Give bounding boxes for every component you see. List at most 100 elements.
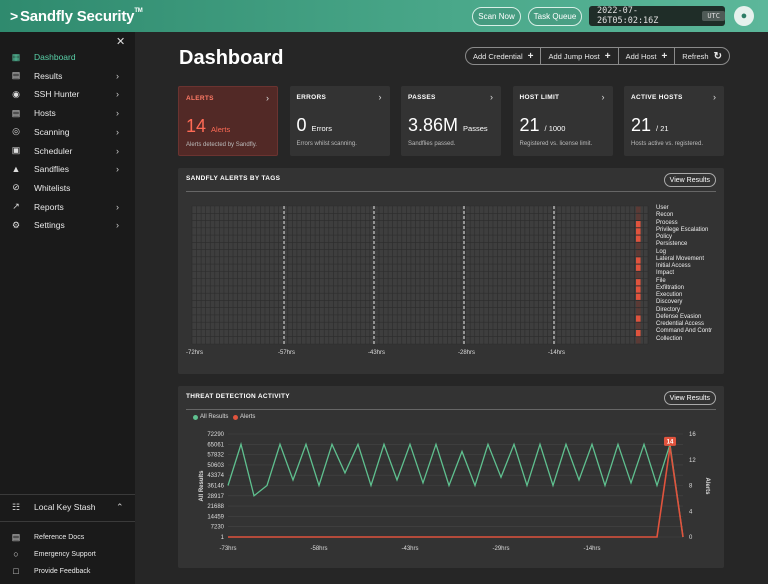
results-icon: ▤ xyxy=(11,70,21,81)
sidebar-divider xyxy=(0,521,135,522)
sidebar-item-scheduler[interactable]: ▣ Scheduler › xyxy=(0,142,135,160)
sidebar-item-whitelists[interactable]: ⊘ Whitelists xyxy=(0,179,135,197)
heatmap-cell[interactable] xyxy=(636,308,641,315)
tag-label: Policy xyxy=(656,234,673,240)
y-left-tick: 72290 xyxy=(207,432,224,438)
stat-card-passes[interactable]: PASSES › 3.86M Passes Sandflies passed. xyxy=(401,86,501,156)
x-axis-label: -29hrs xyxy=(492,546,509,552)
sidebar-item-label: Sandflies xyxy=(34,164,69,175)
sidebar-item-hosts[interactable]: ▤ Hosts › xyxy=(0,104,135,122)
timezone-badge: UTC xyxy=(702,11,725,21)
y-right-tick: 0 xyxy=(689,535,693,541)
user-avatar[interactable]: ● xyxy=(734,6,754,26)
sidebar-divider xyxy=(0,494,135,495)
add-credential-button[interactable]: Add Credential + xyxy=(466,48,542,64)
sidebar-item-sandflies[interactable]: ▲ Sandflies › xyxy=(0,160,135,178)
view-results-button[interactable]: View Results xyxy=(663,391,716,405)
stat-card-alerts[interactable]: ALERTS › 14 Alerts Alerts detected by Sandf… xyxy=(178,86,278,156)
sidebar-item-dashboard[interactable]: ▦ Dashboard xyxy=(0,48,135,66)
sidebar-item-reports[interactable]: ↗ Reports › xyxy=(0,198,135,216)
add-host-button[interactable]: Add Host + xyxy=(619,48,676,64)
all-results-series-line[interactable] xyxy=(227,441,684,538)
heatmap-cell[interactable] xyxy=(636,279,641,286)
y-left-tick: 1 xyxy=(221,535,225,541)
tags-heatmap xyxy=(191,205,649,345)
y-left-tick: 21688 xyxy=(207,504,224,510)
y-right-tick: 4 xyxy=(689,509,693,515)
heatmap-cell[interactable] xyxy=(636,242,641,250)
sidebar-item-label: Local Key Stash xyxy=(34,502,96,512)
heatmap-cell[interactable] xyxy=(636,228,641,235)
sidebar-item-scanning[interactable]: ◎ Scanning › xyxy=(0,123,135,141)
sidebar-item-key-stash[interactable]: ☷ Local Key Stash ⌃ xyxy=(0,498,135,516)
heatmap-cell[interactable] xyxy=(636,337,641,344)
view-results-button[interactable]: View Results xyxy=(663,173,716,187)
heatmap-cell[interactable] xyxy=(636,264,641,271)
scheduler-icon: ▣ xyxy=(11,145,21,155)
sidebar-footer-reference-docs[interactable]: ▤ Reference Docs xyxy=(0,528,135,546)
sidebar-item-settings[interactable]: ⚙ Settings › xyxy=(0,216,135,234)
ssh-hunter-icon: ◉ xyxy=(12,88,20,99)
chevron-right-icon: › xyxy=(116,70,119,81)
tag-label: Collection xyxy=(656,335,683,342)
heatmap-cell[interactable] xyxy=(636,206,641,213)
tag-label: Log xyxy=(656,248,667,255)
tag-label: Exfiltration xyxy=(656,284,685,291)
y-left-tick: 43374 xyxy=(207,473,224,479)
sidebar-item-ssh-hunter[interactable]: ◉ SSH Hunter › xyxy=(0,85,135,103)
heatmap-cell[interactable] xyxy=(636,213,641,221)
chevron-right-icon: › xyxy=(116,108,119,119)
tag-label: Command And Contr xyxy=(656,328,713,335)
heatmap-cell[interactable] xyxy=(636,250,641,257)
scan-now-button[interactable]: Scan Now xyxy=(472,7,521,26)
alerts-series-line[interactable] xyxy=(228,446,684,538)
app-logo[interactable]: > Sandfly SecurityTM xyxy=(10,8,143,25)
heatmap-cell[interactable] xyxy=(636,235,641,242)
heatmap-cell[interactable] xyxy=(636,300,641,308)
refresh-button[interactable]: Refresh ↻ xyxy=(675,48,729,64)
y-left-tick: 36146 xyxy=(207,484,224,490)
tag-label: Defense Evasion xyxy=(656,313,702,320)
heatmap-cell[interactable] xyxy=(636,286,641,293)
sidebar-item-results[interactable]: ▤ Results › xyxy=(0,67,135,85)
heatmap-cell[interactable] xyxy=(636,221,641,228)
reports-icon: ↗ xyxy=(12,201,20,212)
legend-dot xyxy=(233,414,238,420)
logo-chevron-icon: > xyxy=(10,8,18,24)
top-bar: > Sandfly SecurityTM Scan Now Task Queue … xyxy=(0,0,768,32)
task-queue-button[interactable]: Task Queue xyxy=(528,7,582,26)
stat-card-errors[interactable]: ERRORS › 0 Errors Errors whilst scanning. xyxy=(289,86,390,156)
stat-card-active-hosts[interactable]: ACTIVE HOSTS › 21 / 21 Hosts active vs. reg… xyxy=(624,86,724,156)
card-unit: / 21 xyxy=(656,124,669,133)
x-axis-label: -72hrs xyxy=(186,350,204,356)
sidebar-footer-provide-feedback[interactable]: □ Provide Feedback xyxy=(0,562,135,580)
docs-icon: ▤ xyxy=(11,531,21,542)
heatmap-cell[interactable] xyxy=(636,315,641,322)
heatmap-cell[interactable] xyxy=(636,293,641,300)
heatmap-cell[interactable] xyxy=(636,271,641,279)
add-jump-host-button[interactable]: Add Jump Host + xyxy=(541,48,619,64)
peak-marker xyxy=(664,436,676,446)
legend-alerts[interactable]: Alerts xyxy=(233,414,255,420)
x-axis-label: -14hrs xyxy=(548,350,566,356)
refresh-label: Refresh xyxy=(682,51,709,61)
card-value: 3.86M Passes xyxy=(408,115,488,136)
chevron-up-icon: ⌃ xyxy=(116,501,124,512)
heatmap-cell[interactable] xyxy=(636,329,641,337)
heatmap-cell[interactable] xyxy=(636,257,641,264)
scanning-icon: ◎ xyxy=(12,126,20,137)
card-value: 21 / 21 xyxy=(631,115,669,136)
legend-all-results[interactable]: All Results xyxy=(193,414,228,420)
panel-divider xyxy=(186,191,716,192)
sidebar-footer-emergency-support[interactable]: ○ Emergency Support xyxy=(0,545,135,563)
sidebar-item-label: Provide Feedback xyxy=(34,567,91,575)
heatmap-cell[interactable] xyxy=(636,322,641,329)
card-description: Errors whilst scanning. xyxy=(296,141,357,147)
chevron-right-icon: › xyxy=(378,92,382,102)
close-sidebar-icon[interactable]: ✕ xyxy=(116,36,126,48)
stat-card-host-limit[interactable]: HOST LIMIT › 21 / 1000 Registered vs. licen… xyxy=(512,86,613,156)
refresh-icon: ↻ xyxy=(713,50,722,62)
card-value-number: 0 xyxy=(296,115,307,135)
chevron-right-icon: › xyxy=(601,92,605,102)
x-axis-label: -28hrs xyxy=(458,350,476,356)
